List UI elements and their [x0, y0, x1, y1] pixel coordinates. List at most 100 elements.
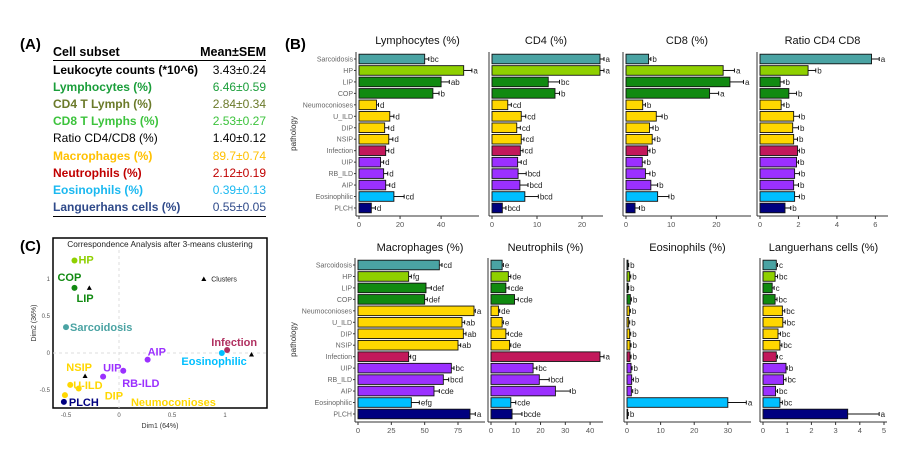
cell-subset-table: Cell subset Mean±SEM Leukocyte counts (*… [53, 45, 266, 217]
significance-letter: b [632, 330, 637, 339]
bar-COP [358, 88, 434, 99]
x-tick-label: 0 [624, 220, 628, 229]
bar-RB_ILD [357, 374, 444, 385]
significance-letter: bc [779, 387, 787, 396]
significance-letter: cde [520, 295, 533, 304]
x-tick-label: 40 [437, 220, 445, 229]
significance-letter: b [634, 364, 639, 373]
significance-letter: d [523, 158, 527, 167]
category-label: Infection [326, 354, 353, 361]
chart-title: CD8 (%) [666, 35, 708, 47]
significance-letter: c [779, 353, 783, 362]
significance-letter: b [799, 135, 804, 144]
bar-Eosinophilic [357, 397, 412, 408]
panel-label-b: (B) [285, 36, 306, 53]
bar-Neumoconioses [759, 99, 782, 111]
table-row: Neutrophils (%) 2.12±0.19 [53, 164, 266, 181]
significance-letter: b [641, 204, 646, 213]
x-tick-label: 20 [690, 426, 698, 435]
significance-letter: bc [430, 55, 438, 64]
significance-letter: fg [413, 272, 420, 281]
bar-COP [490, 294, 515, 305]
significance-letter: b [801, 193, 806, 202]
table-row: Lymphocytes (%) 6.46±0.59 [53, 78, 266, 95]
bar-Sarcoidosis [491, 53, 601, 65]
point-U-ILD [67, 381, 74, 388]
bar-Neumoconioses [357, 305, 475, 317]
significance-letter: d [385, 158, 389, 167]
significance-letter: b [647, 101, 652, 110]
significance-letter: b [800, 158, 805, 167]
bar-AIP [358, 179, 387, 191]
bar-HP [626, 271, 631, 282]
bar-RB_ILD [625, 168, 646, 179]
significance-letter: cd [522, 124, 530, 133]
significance-letter: e [505, 261, 510, 270]
panel-label-c: (C) [20, 238, 41, 255]
mean-sem: 1.40±0.12 [212, 131, 266, 146]
chart-title: Macrophages (%) [377, 242, 464, 254]
significance-letter: d [390, 147, 394, 156]
bar-Neumoconioses [491, 99, 509, 111]
legend-label: Clusters [211, 277, 237, 284]
chart-title: Neutrophils (%) [508, 242, 584, 254]
category-label: UIP [341, 160, 353, 167]
cell-subset: CD8 T Lymphs (%) [53, 114, 159, 129]
significance-letter: b [800, 181, 805, 190]
category-label: RB_ILD [327, 377, 352, 384]
cluster-centroid-marker [86, 285, 92, 290]
significance-letter: bcd [450, 376, 463, 385]
chart-title: Lymphocytes (%) [375, 35, 460, 47]
significance-letter: a [606, 353, 611, 362]
mean-sem: 6.46±0.59 [212, 79, 266, 94]
x-tick-label: 2 [796, 220, 800, 229]
bar-DIP [626, 328, 631, 340]
x-tick-label: 30 [724, 426, 732, 435]
bar-UIP [625, 156, 643, 168]
significance-letter: b [631, 318, 636, 327]
bar-NSIP [490, 339, 511, 351]
category-label: NSIP [336, 343, 353, 350]
significance-letter: cd [525, 147, 533, 156]
significance-letter: d [377, 204, 381, 213]
bar-HP [625, 65, 724, 76]
significance-letter: de [512, 341, 521, 350]
category-label: PLCH [334, 205, 353, 212]
table-row: Eosinophils (%) 0.39±0.13 [53, 181, 266, 198]
significance-letter: d [389, 170, 393, 179]
bar-PLCH [358, 202, 372, 214]
significance-letter: bc [784, 399, 792, 408]
bar-LIP [357, 282, 427, 294]
bar-Neumoconioses [626, 305, 630, 317]
significance-letter: b [655, 124, 660, 133]
point-label: AIP [148, 347, 166, 359]
bar-Infection [759, 145, 798, 156]
significance-letter: bc [456, 364, 464, 373]
category-label: U_ILD [332, 320, 352, 327]
table-row: Ratio CD4/CD8 (%) 1.40±0.12 [53, 130, 266, 147]
point-COP [71, 284, 78, 291]
point-Infection [224, 347, 231, 354]
category-label: U_ILD [333, 114, 353, 121]
mean-sem: 2.53±0.27 [212, 114, 266, 129]
point-label: HP [78, 255, 93, 267]
point-label: PLCH [69, 397, 99, 409]
x-tick-label: 20 [396, 220, 404, 229]
x-tick-label: 3 [834, 426, 838, 435]
significance-letter: b [630, 261, 635, 270]
significance-letter: b [801, 170, 806, 179]
significance-letter: b [817, 66, 822, 75]
significance-letter: a [473, 66, 478, 75]
significance-letter: a [606, 55, 611, 64]
significance-letter: b [630, 284, 635, 293]
significance-letter: a [745, 78, 750, 87]
bar-NSIP [358, 133, 390, 145]
category-label: AIP [342, 183, 354, 190]
point-label: COP [57, 272, 81, 284]
bar-AIP [490, 385, 556, 397]
significance-letter: a [881, 410, 886, 419]
significance-letter: bc [561, 78, 569, 87]
significance-letter: b [801, 147, 806, 156]
bar-DIP [491, 122, 518, 134]
category-label: LIP [342, 79, 353, 86]
